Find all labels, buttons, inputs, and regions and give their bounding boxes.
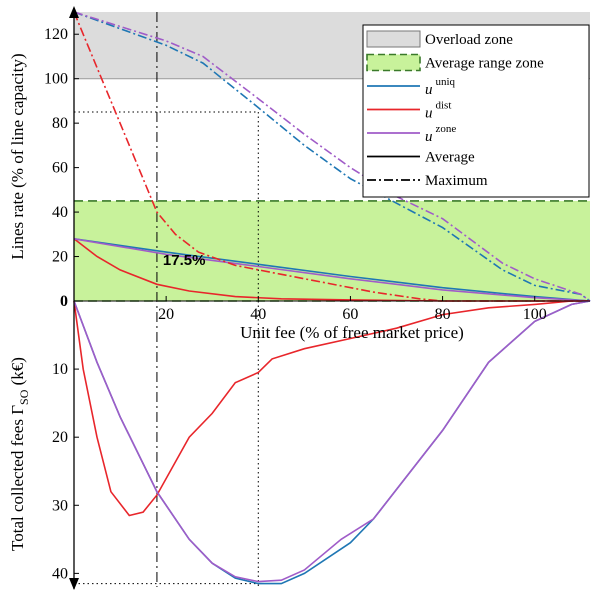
series-line-u-dist-avg bbox=[73, 238, 590, 302]
y-tick-label: 80 bbox=[52, 115, 68, 132]
average-range-zone bbox=[74, 200, 590, 301]
x-tick-label: 20 bbox=[158, 306, 174, 323]
legend-label-zone: u zone bbox=[425, 123, 456, 145]
fees-tick-label: 10 bbox=[52, 361, 68, 378]
x-tick-label: 60 bbox=[342, 306, 358, 323]
x-tick-label: 100 bbox=[523, 306, 547, 323]
fees-tick-label: 20 bbox=[52, 429, 68, 446]
y-tick-label: 0 bbox=[60, 293, 68, 310]
legend-swatch-overload bbox=[366, 30, 421, 48]
fees-line-u-zone bbox=[73, 300, 591, 583]
legend-label: Maximum bbox=[425, 173, 488, 189]
y-tick-label: 20 bbox=[52, 249, 68, 266]
legend-label: Average range zone bbox=[425, 56, 544, 72]
y-axis-top-arrow bbox=[69, 6, 79, 18]
y-tick-label: 60 bbox=[52, 160, 68, 177]
x-axis-label: Unit fee (% of free market price) bbox=[240, 323, 464, 342]
x-tick-label: 40 bbox=[250, 306, 266, 323]
legend-swatch-average bbox=[366, 53, 421, 72]
series-line-u-dist-max bbox=[73, 11, 590, 302]
legend-box bbox=[362, 24, 590, 198]
legend-label: Average bbox=[425, 150, 475, 166]
fees-line-u-dist bbox=[73, 300, 590, 517]
y-axis-bottom-arrow bbox=[69, 578, 79, 590]
x-tick-label: 80 bbox=[435, 306, 451, 323]
annotation-percent: 17.5% bbox=[163, 252, 206, 269]
y-tick-label: 40 bbox=[52, 204, 68, 221]
top-y-axis-label: Lines rate (% of line capacity) bbox=[8, 53, 27, 259]
y-tick-label: 100 bbox=[44, 71, 68, 88]
y-tick-label: 120 bbox=[44, 26, 68, 43]
fees-tick-label: 30 bbox=[52, 497, 68, 514]
fees-tick-label: 40 bbox=[52, 565, 68, 582]
legend-label-uniq: u uniq bbox=[425, 76, 456, 98]
legend-label: Overload zone bbox=[425, 32, 513, 48]
bottom-y-axis-label: Total collected fees ΓSO (k€) bbox=[8, 357, 31, 551]
legend-label-dist: u dist bbox=[425, 100, 451, 122]
